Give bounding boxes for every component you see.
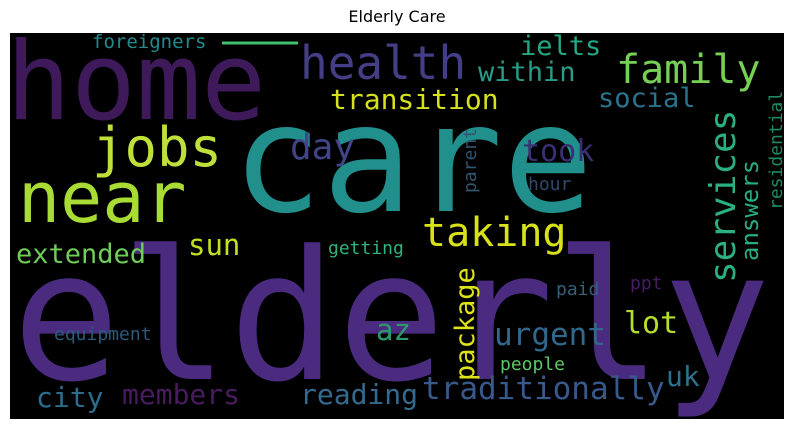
word-uk: uk [666, 360, 700, 393]
word-ielts: ielts [520, 33, 601, 62]
word-residential: residential [766, 91, 784, 210]
word-cloud-canvas: elderly care home near jobs health famil… [10, 33, 784, 419]
word-people: people [500, 354, 565, 375]
word-foreigners: foreigners [92, 33, 206, 53]
word-taking: taking [422, 210, 567, 256]
word-elderly: elderly [12, 213, 771, 419]
word-transition: transition [330, 83, 499, 116]
word-home: home [10, 33, 266, 145]
word-extended: extended [16, 239, 146, 270]
word-urgent: urgent [494, 317, 606, 353]
word-az: az [376, 313, 411, 347]
word-cloud: elderly care home near jobs health famil… [10, 33, 784, 419]
word-within: within [478, 57, 576, 88]
word-social: social [598, 83, 696, 114]
word-services: services [703, 110, 744, 283]
word-hour: hour [528, 174, 572, 195]
word-getting: getting [328, 238, 404, 259]
word-equipment: equipment [54, 324, 152, 345]
word-paid: paid [556, 279, 599, 300]
word-reading: reading [300, 378, 418, 411]
word-sun: sun [188, 228, 240, 262]
word-health: health [300, 36, 466, 90]
word-care: care [232, 73, 593, 247]
word-members: members [122, 378, 240, 411]
word-traditionally: traditionally [422, 371, 665, 407]
word-day: day [290, 127, 355, 168]
word-near: near [18, 157, 187, 239]
word-parent: parent [460, 128, 481, 193]
word-took: took [522, 134, 594, 169]
word-answers: answers [736, 160, 764, 261]
chart-title: Elderly Care [348, 7, 446, 26]
word-ppt: ppt [630, 273, 663, 294]
word-city: city [36, 381, 103, 414]
word-lot: lot [624, 306, 678, 341]
word-family: family [616, 47, 761, 93]
word-package: package [450, 267, 481, 381]
word-jobs: jobs [92, 116, 222, 179]
